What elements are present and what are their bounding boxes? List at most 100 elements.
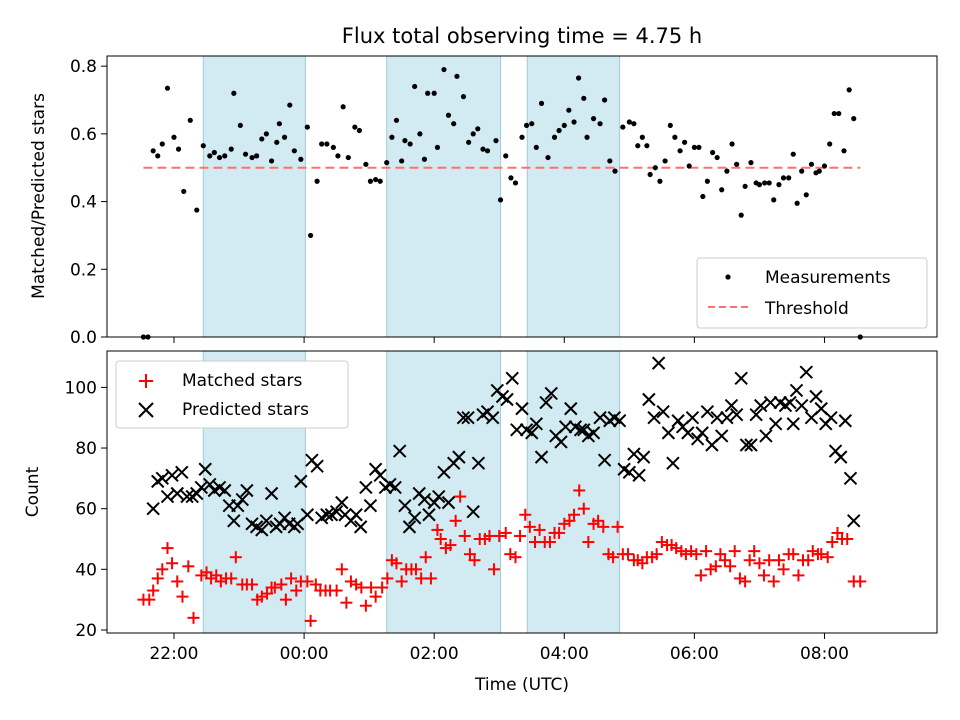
predicted-star-point: [505, 371, 519, 385]
matched-star-point: [509, 551, 522, 564]
predicted-star-point: [393, 444, 407, 458]
measurement-point: [734, 161, 740, 167]
matched-star-point: [301, 575, 314, 588]
legend-measurements-marker: [725, 274, 731, 280]
matched-star-point: [304, 614, 317, 627]
predicted-star-point: [577, 423, 591, 437]
matched-star-point: [290, 584, 303, 597]
predicted-star-point: [402, 520, 417, 534]
predicted-star-point: [847, 514, 861, 528]
predicted-star-point: [259, 514, 274, 528]
matched-star-point: [622, 548, 635, 561]
measurement-point: [287, 102, 293, 108]
measurement-point: [470, 131, 476, 137]
measurement-point: [207, 153, 213, 159]
measurement-point: [851, 116, 857, 122]
predicted-star-point: [534, 450, 549, 464]
measurement-point: [816, 168, 822, 174]
matched-star-point: [161, 542, 174, 555]
measurement-point: [363, 161, 369, 167]
predicted-star-point: [612, 414, 627, 428]
measurement-point: [425, 90, 431, 96]
y-tick-label-0: 0.0: [70, 328, 97, 348]
measurement-point: [620, 124, 626, 130]
predicted-star-point: [838, 414, 852, 428]
measurement-point: [434, 144, 441, 151]
top-panel: 0.00.20.40.60.8 Matched/Predicted stars …: [29, 55, 938, 348]
measurement-point: [268, 158, 275, 164]
matched-star-point: [787, 548, 800, 561]
predicted-star-point: [466, 505, 480, 519]
matched-star-point: [724, 560, 737, 573]
measurement-point: [602, 97, 608, 103]
matched-star-point: [815, 548, 828, 561]
measurement-point: [742, 183, 748, 189]
matched-star-point: [611, 520, 624, 533]
x-tick-label-4: 06:00: [670, 644, 719, 664]
measurement-point: [780, 175, 787, 181]
measurement-point: [821, 163, 828, 169]
matched-star-point: [831, 526, 844, 539]
measurement-point: [808, 161, 815, 167]
matched-star-point: [187, 611, 200, 624]
predicted-star-point: [573, 423, 588, 437]
measurement-point: [682, 139, 688, 145]
matched-star-point: [229, 551, 242, 564]
measurement-point: [402, 138, 408, 144]
measurement-point: [545, 154, 551, 161]
measurement-point: [175, 146, 182, 152]
predicted-star-point: [597, 453, 612, 467]
measurement-point: [631, 121, 637, 127]
matched-star-point: [841, 533, 854, 545]
matched-star-point: [246, 578, 259, 591]
measurement-point: [551, 134, 558, 140]
matched-star-point: [330, 584, 343, 597]
measurement-point: [475, 126, 481, 132]
predicted-star-point: [310, 459, 324, 473]
measurement-point: [635, 143, 641, 149]
measurement-point: [480, 146, 486, 152]
bottom-legend-box: [115, 360, 349, 429]
measurement-point: [330, 144, 336, 151]
x-tick-label-3: 04:00: [540, 644, 589, 664]
matched-star-point: [821, 551, 834, 564]
predicted-star-point: [190, 486, 204, 501]
matched-star-point: [365, 581, 378, 594]
predicted-star-point: [300, 508, 315, 522]
predicted-star-point: [729, 407, 744, 422]
predicted-star-point: [768, 417, 783, 431]
measurement-point: [249, 154, 255, 161]
measurement-point: [242, 151, 249, 157]
measurement-point: [652, 165, 658, 171]
y-tick-label-3: 80: [75, 439, 97, 459]
predicted-star-point: [398, 498, 412, 513]
y-tick-label-2: 60: [75, 500, 97, 520]
measurement-point: [657, 178, 663, 184]
measurement-point: [393, 117, 400, 123]
predicted-star-point: [586, 426, 601, 440]
predicted-star-point: [160, 489, 175, 504]
predicted-star-point: [146, 501, 160, 516]
measurement-point: [356, 127, 362, 134]
predicted-star-point: [368, 462, 383, 476]
top-legend-box: [696, 257, 928, 329]
matched-star-point: [340, 596, 353, 609]
predicted-star-point: [695, 426, 709, 440]
predicted-star-point: [666, 456, 680, 470]
predicted-star-point: [661, 426, 676, 440]
measurement-point: [803, 192, 809, 198]
predicted-star-point: [759, 429, 773, 443]
legend-predicted-marker: [138, 402, 154, 418]
predicted-star-point: [203, 477, 217, 492]
predicted-star-point: [441, 495, 456, 510]
measurement-point: [794, 200, 800, 206]
matched-star-point: [636, 557, 649, 570]
matched-star-point: [694, 569, 707, 582]
matched-star-point: [777, 563, 790, 576]
legend-matched-label: Matched stars: [182, 371, 302, 391]
measurement-point: [533, 144, 539, 151]
predicted-star-point: [544, 386, 558, 401]
measurement-point: [384, 160, 390, 166]
predicted-star-point: [622, 465, 637, 479]
matched-star-point: [424, 572, 437, 585]
